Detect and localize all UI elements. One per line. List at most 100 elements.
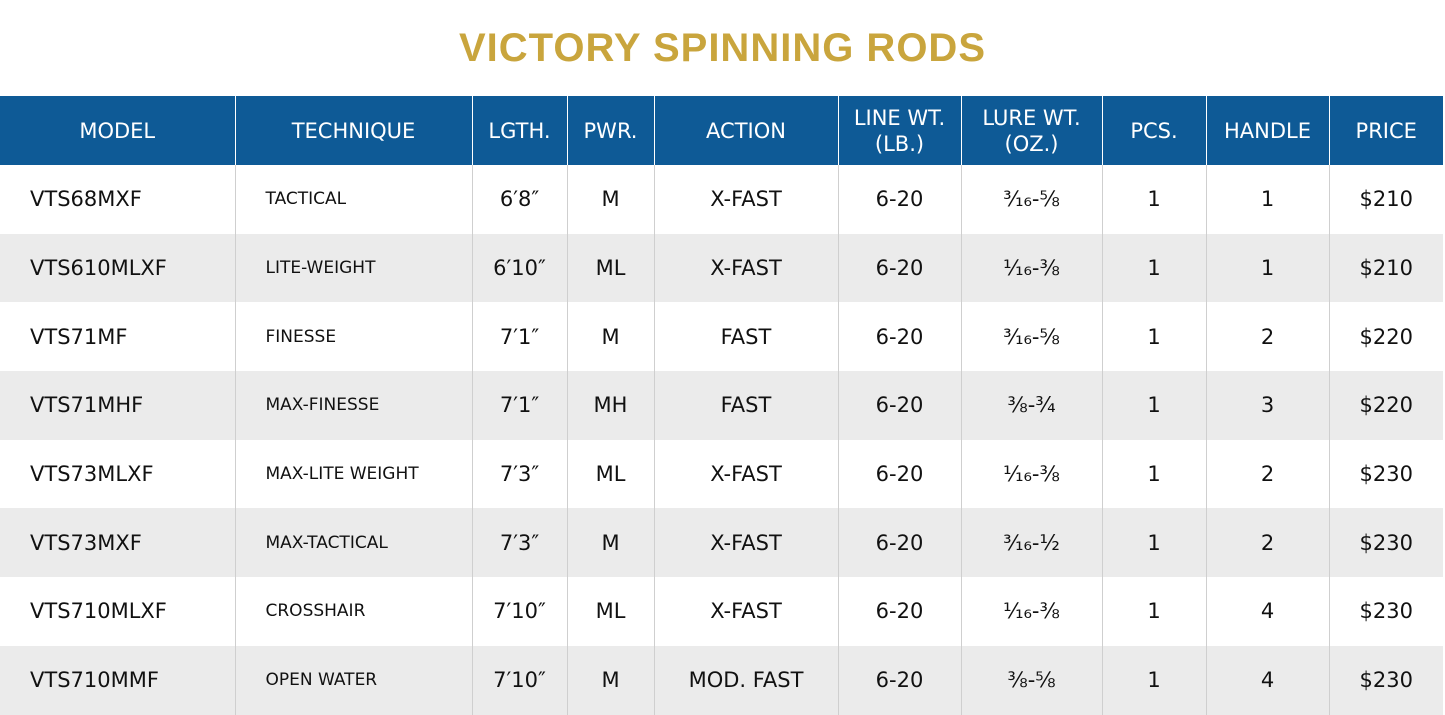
table-cell: M <box>566 302 654 372</box>
table-cell: TACTICAL <box>234 165 472 234</box>
table-cell: ¹⁄₁₆-⅜ <box>960 233 1102 303</box>
table-cell: 6′10″ <box>471 233 567 303</box>
table-cell: 1 <box>1205 233 1329 303</box>
table-cell: $230 <box>1328 645 1443 715</box>
column-header: MODEL <box>0 96 235 165</box>
column-header: LINE WT. (LB.) <box>837 96 961 165</box>
column-header: LURE WT. (OZ.) <box>960 96 1102 165</box>
table-cell: MAX-TACTICAL <box>234 508 472 578</box>
table-cell: MAX-FINESSE <box>234 371 472 440</box>
table-row: VTS610MLXF LITE-WEIGHT 6′10″ ML X-FAST 6-20 ¹⁄… <box>0 233 1443 303</box>
table-cell: ³⁄₁₆-½ <box>960 508 1102 578</box>
table-cell: 6-20 <box>837 371 961 440</box>
table-cell: VTS710MMF <box>0 645 235 715</box>
table-cell: X-FAST <box>653 439 838 509</box>
table-cell: 4 <box>1205 577 1329 646</box>
table-cell: 6-20 <box>837 233 961 303</box>
table-cell: X-FAST <box>653 233 838 303</box>
column-header: PWR. <box>566 96 654 165</box>
table-cell: M <box>566 165 654 234</box>
table-cell: $220 <box>1328 302 1443 372</box>
table-cell: 7′1″ <box>471 302 567 372</box>
table-cell: ¹⁄₁₆-⅜ <box>960 439 1102 509</box>
table-cell: 6-20 <box>837 165 961 234</box>
table-cell: $210 <box>1328 233 1443 303</box>
column-header: PRICE <box>1328 96 1443 165</box>
table-cell: 1 <box>1101 439 1206 509</box>
table-cell: 1 <box>1101 233 1206 303</box>
table-row: VTS71MF FINESSE 7′1″ M FAST 6-20 ³⁄₁₆-⅝ 1 2 $220 <box>0 302 1443 372</box>
table-cell: $230 <box>1328 439 1443 509</box>
column-header: ACTION <box>653 96 838 165</box>
table-cell: X-FAST <box>653 508 838 578</box>
table-cell: CROSSHAIR <box>234 577 472 646</box>
table-cell: FAST <box>653 371 838 440</box>
title: VICTORY SPINNING RODS <box>458 26 986 70</box>
table-cell: 6-20 <box>837 577 961 646</box>
table-cell: 6-20 <box>837 302 961 372</box>
table-cell: 7′3″ <box>471 439 567 509</box>
table-cell: X-FAST <box>653 165 838 234</box>
column-header: PCS. <box>1101 96 1206 165</box>
table-cell: ⅜-⅝ <box>960 645 1102 715</box>
table-cell: VTS610MLXF <box>0 233 235 303</box>
table-cell: 2 <box>1205 439 1329 509</box>
table-cell: ³⁄₁₆-⅝ <box>960 302 1102 372</box>
table-row: VTS71MHF MAX-FINESSE 7′1″ MH FAST 6-20 ⅜-¾ 1 3 $2… <box>0 371 1443 440</box>
table-cell: VTS73MXF <box>0 508 235 578</box>
table-body: VTS68MXF TACTICAL 6′8″ M X-FAST 6-20 ³⁄₁₆-⅝ 1 1 $… <box>0 165 1443 715</box>
table-cell: ⅜-¾ <box>960 371 1102 440</box>
table-cell: 7′1″ <box>471 371 567 440</box>
table-cell: 6-20 <box>837 439 961 509</box>
column-header: TECHNIQUE <box>234 96 472 165</box>
table-row: VTS710MMF OPEN WATER 7′10″ M MOD. FAST 6-20 ⅜-… <box>0 645 1443 715</box>
table-cell: 7′3″ <box>471 508 567 578</box>
column-header: HANDLE <box>1205 96 1329 165</box>
table-cell: M <box>566 645 654 715</box>
table-cell: VTS71MF <box>30 324 128 349</box>
table-cell: OPEN WATER <box>234 645 472 715</box>
table-cell: 6′8″ <box>471 165 567 234</box>
table-cell: FAST <box>653 302 838 372</box>
table-cell: 1 <box>1101 645 1206 715</box>
table-row: VTS73MLXF MAX-LITE WEIGHT 7′3″ ML X-FAST 6-20… <box>0 439 1443 509</box>
table-cell: VTS73MLXF <box>30 462 154 487</box>
table-cell: LITE-WEIGHT <box>234 233 472 303</box>
table-row: VTS68MXF TACTICAL 6′8″ M X-FAST 6-20 ³⁄₁₆-⅝ 1 1 $… <box>0 165 1443 234</box>
table-cell: $220 <box>1328 371 1443 440</box>
table-cell: $230 <box>1328 508 1443 578</box>
header-row: MODEL TECHNIQUE LGTH. PWR. ACTION LINE WT. (L… <box>0 96 1443 165</box>
table-cell: ML <box>566 233 654 303</box>
table-cell: 6-20 <box>837 508 961 578</box>
table-cell: ML <box>566 439 654 509</box>
table-cell: $230 <box>1328 577 1443 646</box>
table-cell: 2 <box>1205 508 1329 578</box>
table-cell: 7′10″ <box>471 645 567 715</box>
table-cell: 1 <box>1205 165 1329 234</box>
table-row: VTS73MXF MAX-TACTICAL 7′3″ M X-FAST 6-20 ³⁄₁₆-… <box>0 508 1443 578</box>
table-cell: 3 <box>1205 371 1329 440</box>
table-cell: VTS68MXF <box>30 187 142 212</box>
table-cell: 6-20 <box>837 645 961 715</box>
table-row: VTS710MLXF CROSSHAIR 7′10″ ML X-FAST 6-20 ¹⁄₁₆… <box>0 577 1443 646</box>
table-cell: VTS710MLXF <box>30 599 167 624</box>
table-cell: ML <box>566 577 654 646</box>
spec-table: MODEL TECHNIQUE LGTH. PWR. ACTION LINE WT. (L… <box>0 96 1443 715</box>
table-cell: VTS71MHF <box>0 371 235 440</box>
column-header: LGTH. <box>471 96 567 165</box>
table-cell: ³⁄₁₆-⅝ <box>960 165 1102 234</box>
table-cell: $210 <box>1328 165 1443 234</box>
table-cell: MH <box>566 371 654 440</box>
table-cell: FINESSE <box>234 302 472 372</box>
table-cell: M <box>566 508 654 578</box>
table-cell: 4 <box>1205 645 1329 715</box>
table-cell: ¹⁄₁₆-⅜ <box>960 577 1102 646</box>
table-cell: 2 <box>1205 302 1329 372</box>
table-cell: X-FAST <box>653 577 838 646</box>
table-cell: 1 <box>1101 508 1206 578</box>
table-cell: 1 <box>1101 165 1206 234</box>
table-cell: 7′10″ <box>471 577 567 646</box>
table-cell: 1 <box>1101 371 1206 440</box>
table-cell: 1 <box>1101 577 1206 646</box>
